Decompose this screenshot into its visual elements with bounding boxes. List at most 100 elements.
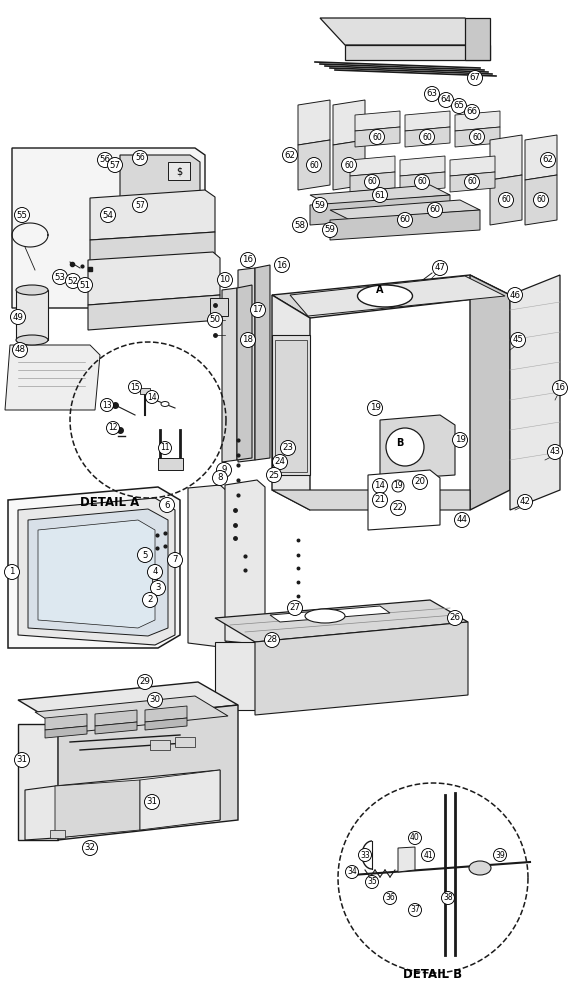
Polygon shape [145, 718, 187, 730]
Circle shape [251, 303, 266, 318]
Circle shape [208, 313, 223, 328]
Polygon shape [298, 100, 330, 145]
Text: 29: 29 [140, 677, 151, 686]
Text: 62: 62 [542, 156, 554, 165]
Bar [150, 740, 170, 750]
Polygon shape [18, 724, 58, 840]
Text: 64: 64 [440, 96, 451, 105]
Circle shape [366, 875, 378, 888]
Text: 66: 66 [466, 108, 477, 117]
Polygon shape [465, 18, 490, 60]
Text: 60: 60 [417, 178, 427, 187]
Circle shape [14, 208, 29, 223]
Text: 41: 41 [423, 850, 433, 859]
Text: 1: 1 [9, 567, 15, 576]
Text: 43: 43 [550, 448, 561, 457]
Circle shape [78, 278, 93, 293]
Polygon shape [270, 606, 390, 622]
Polygon shape [398, 847, 415, 872]
Circle shape [365, 175, 380, 190]
Circle shape [101, 399, 113, 412]
Circle shape [451, 99, 466, 114]
Polygon shape [333, 100, 365, 145]
Circle shape [508, 288, 523, 303]
Text: A: A [376, 285, 384, 295]
Polygon shape [355, 127, 400, 147]
Polygon shape [298, 140, 330, 190]
Polygon shape [88, 295, 220, 330]
Polygon shape [255, 622, 468, 715]
Text: 18: 18 [243, 336, 254, 345]
Text: 49: 49 [13, 313, 24, 322]
Text: 24: 24 [274, 458, 286, 467]
Circle shape [439, 93, 454, 108]
Circle shape [82, 840, 98, 855]
Circle shape [106, 422, 120, 435]
Circle shape [408, 903, 421, 916]
Text: 46: 46 [509, 291, 520, 300]
Bar [210, 298, 228, 316]
Circle shape [217, 463, 232, 478]
Text: 63: 63 [427, 90, 438, 99]
Text: 31: 31 [17, 755, 28, 764]
Polygon shape [140, 770, 220, 830]
Circle shape [518, 495, 532, 509]
Text: 26: 26 [450, 613, 461, 622]
Circle shape [151, 580, 166, 595]
Text: 55: 55 [17, 211, 28, 220]
Text: 11: 11 [160, 444, 170, 453]
Polygon shape [310, 185, 450, 205]
Text: 38: 38 [443, 893, 453, 902]
Bar [50, 830, 65, 838]
Circle shape [342, 158, 356, 173]
Text: 53: 53 [55, 273, 66, 282]
Text: 20: 20 [415, 478, 426, 487]
Circle shape [540, 153, 555, 168]
Text: 7: 7 [172, 555, 178, 564]
Circle shape [306, 158, 321, 173]
Polygon shape [95, 722, 137, 734]
Text: 56: 56 [99, 156, 110, 165]
Text: 27: 27 [289, 603, 301, 612]
Polygon shape [215, 642, 255, 710]
Circle shape [240, 253, 255, 268]
Circle shape [534, 193, 549, 208]
Circle shape [14, 752, 29, 767]
Polygon shape [380, 415, 455, 480]
Text: 60: 60 [344, 161, 354, 170]
Text: 13: 13 [102, 401, 112, 410]
Circle shape [373, 493, 388, 507]
Text: 60: 60 [367, 178, 377, 187]
Circle shape [397, 213, 412, 228]
Text: 59: 59 [324, 226, 335, 235]
Polygon shape [400, 156, 445, 176]
Text: 10: 10 [220, 276, 231, 285]
Text: 62: 62 [285, 151, 296, 160]
Circle shape [467, 71, 482, 86]
Circle shape [137, 547, 152, 562]
Circle shape [553, 381, 568, 396]
Text: $: $ [176, 166, 182, 176]
Circle shape [10, 310, 25, 325]
Polygon shape [330, 210, 480, 240]
Circle shape [312, 198, 328, 213]
Polygon shape [25, 770, 220, 840]
Circle shape [148, 564, 163, 579]
Text: 14: 14 [374, 482, 385, 491]
Polygon shape [275, 340, 307, 472]
Polygon shape [400, 172, 445, 192]
Circle shape [465, 175, 480, 190]
Circle shape [273, 455, 288, 470]
Circle shape [159, 498, 174, 512]
Text: 17: 17 [252, 306, 263, 315]
Text: 14: 14 [147, 393, 157, 402]
Text: 23: 23 [282, 444, 293, 453]
Ellipse shape [16, 285, 48, 295]
Polygon shape [310, 195, 450, 225]
Text: 65: 65 [454, 102, 465, 111]
Circle shape [52, 270, 67, 285]
Polygon shape [35, 696, 228, 733]
Text: 28: 28 [266, 635, 278, 644]
Polygon shape [238, 268, 255, 462]
Text: 16: 16 [243, 256, 254, 265]
